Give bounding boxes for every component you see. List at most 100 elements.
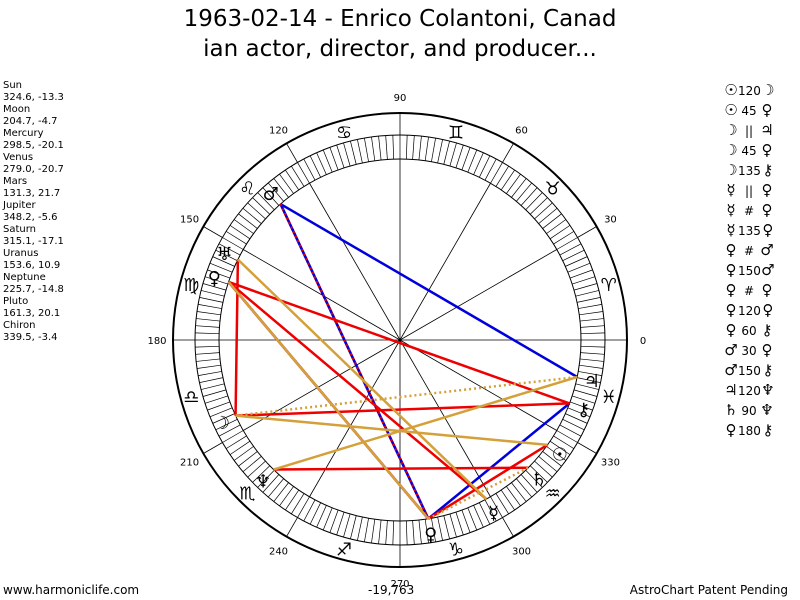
degree-tick xyxy=(580,325,605,328)
degree-tick xyxy=(565,413,588,424)
degree-tick xyxy=(322,149,333,173)
degree-tick xyxy=(500,489,515,511)
planet-glyph-sun-icon: ☉ xyxy=(552,445,568,466)
degree-tick xyxy=(443,141,450,165)
degree-tick xyxy=(199,297,224,303)
degree-tick xyxy=(461,147,471,171)
aspect-type: 120 xyxy=(738,304,761,318)
house-line xyxy=(243,339,401,431)
degree-tick xyxy=(343,513,351,538)
degree-label: 120 xyxy=(269,126,288,137)
position-coords-mercury: 298.5, -20.1 xyxy=(3,140,64,151)
degree-tick xyxy=(579,364,604,369)
planet-glyph-venus-icon: ♀ xyxy=(424,525,437,546)
degree-tick xyxy=(215,419,238,431)
degree-tick xyxy=(511,178,527,198)
credit-text: AstroChart Patent Pending xyxy=(629,583,788,597)
degree-tick xyxy=(525,192,543,211)
aspect-type: 60 xyxy=(741,324,757,338)
degree-tick xyxy=(225,435,247,449)
degree-tick xyxy=(207,269,231,279)
degree-tick xyxy=(262,187,280,206)
degree-tick xyxy=(267,478,284,498)
aspect-type: || xyxy=(744,184,754,198)
degree-tick xyxy=(479,502,491,525)
degree-tick xyxy=(297,496,310,518)
house-line xyxy=(309,339,401,497)
aspect-row: ☉ 45 ♀ xyxy=(724,100,794,120)
sign-glyph-icon: ♈ xyxy=(601,275,617,296)
degree-tick xyxy=(467,149,478,173)
house-line xyxy=(399,249,557,341)
degree-tick xyxy=(572,276,596,285)
degree-tick xyxy=(559,424,582,437)
degree-tick xyxy=(449,513,457,538)
degree-tick xyxy=(195,325,220,328)
aspect-planet-2: ♂ xyxy=(760,241,774,259)
sign-divider xyxy=(577,226,597,238)
degree-tick xyxy=(195,345,220,348)
degree-tick xyxy=(437,516,443,541)
aspect-planet-1: ♃ xyxy=(724,381,738,399)
sign-glyph-icon: ♍ xyxy=(183,275,199,296)
degree-tick xyxy=(309,155,321,178)
aspect-planet-2: ♃ xyxy=(760,121,774,139)
degree-tick xyxy=(238,213,258,229)
degree-tick xyxy=(569,269,593,279)
degree-tick xyxy=(495,493,509,515)
degree-tick xyxy=(229,225,251,240)
aspect-planet-2: ♀ xyxy=(761,201,773,219)
degree-tick xyxy=(212,256,235,267)
degree-tick xyxy=(204,276,228,285)
degree-tick xyxy=(207,401,231,411)
aspect-row: ♃120♆ xyxy=(724,380,794,400)
degree-tick xyxy=(222,237,244,250)
degree-tick xyxy=(418,136,422,161)
degree-tick xyxy=(418,519,422,544)
degree-tick xyxy=(546,446,567,461)
aspect-row: ♀ # ♂ xyxy=(724,240,794,260)
degree-tick xyxy=(218,424,241,437)
aspect-row: ♄ 90 ♆ xyxy=(724,400,794,420)
aspect-planet-2: ♀ xyxy=(762,301,774,319)
degree-label: 330 xyxy=(601,458,620,469)
position-coords-mars: 131.3, 21.7 xyxy=(3,188,61,199)
aspect-type: 120 xyxy=(738,384,761,398)
aspect-row: ♂150 ⚷ xyxy=(724,360,794,380)
aspect-type: 180 xyxy=(738,424,761,438)
aspect-row: ☿ # ♀ xyxy=(724,200,794,220)
degree-tick xyxy=(529,465,548,483)
planet-positions-list: Sun 324.6, -13.3 Moon 204.7, -4.7 Mercury 298… xyxy=(3,80,64,344)
degree-tick xyxy=(573,283,598,291)
degree-tick xyxy=(329,509,339,533)
degree-tick xyxy=(196,311,221,316)
degree-tick xyxy=(455,512,464,536)
degree-tick xyxy=(196,318,221,322)
degree-tick xyxy=(511,482,527,502)
aspect-line-moon-jupiter xyxy=(235,375,578,417)
degree-tick xyxy=(576,297,601,303)
degree-tick xyxy=(572,395,596,404)
sign-divider xyxy=(203,226,223,238)
degree-tick xyxy=(196,358,221,362)
website-link[interactable]: www.harmoniclife.com xyxy=(3,583,140,597)
sign-glyph-icon: ♊ xyxy=(448,122,464,143)
degree-tick xyxy=(316,505,327,528)
aspect-line-moon-uranus xyxy=(234,259,240,416)
degree-tick xyxy=(257,469,275,488)
degree-tick xyxy=(285,489,300,511)
aspect-line-uranus-mercury xyxy=(237,258,488,500)
aspect-line-pluto-venus xyxy=(227,281,430,520)
degree-tick xyxy=(559,243,582,256)
aspect-type: # xyxy=(743,244,755,258)
position-coords-venus: 279.0, -20.7 xyxy=(3,164,64,175)
aspect-line-venus-chiron xyxy=(427,402,571,520)
aspect-type: 120 xyxy=(738,84,761,98)
aspect-row: ♂ 30 ♀ xyxy=(724,340,794,360)
degree-tick xyxy=(516,182,533,202)
aspect-planet-1: ♀ xyxy=(725,261,737,279)
degree-tick xyxy=(542,451,562,467)
degree-tick xyxy=(473,505,484,528)
degree-tick xyxy=(575,290,599,297)
aspect-planet-1: ♀ xyxy=(725,301,737,319)
